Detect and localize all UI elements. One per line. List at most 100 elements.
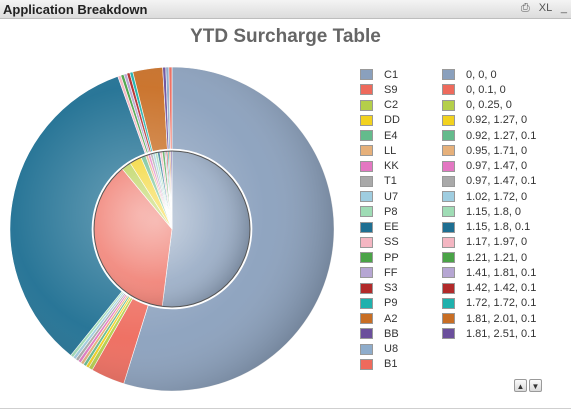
outer-legend-item[interactable]: DD <box>360 113 400 128</box>
inner-legend-item[interactable]: 1.42, 1.42, 0.1 <box>442 281 536 296</box>
legend-swatch <box>360 99 373 111</box>
legend-swatch <box>360 358 373 370</box>
legend-swatch <box>360 343 373 355</box>
inner-legend-item[interactable]: 0, 0.25, 0 <box>442 98 536 113</box>
legend-swatch <box>442 114 455 126</box>
legend-label: 0.92, 1.27, 0.1 <box>466 129 537 142</box>
inner-legend-item[interactable]: 1.21, 1.21, 0 <box>442 250 536 265</box>
legend-swatch <box>360 328 373 340</box>
legend-label: 0, 0, 0 <box>466 68 497 81</box>
legend-label: A2 <box>384 312 398 325</box>
outer-legend-item[interactable]: P8 <box>360 204 400 219</box>
outer-legend-item[interactable]: T1 <box>360 174 400 189</box>
legend-label: C2 <box>384 99 399 112</box>
inner-legend-item[interactable]: 1.81, 2.51, 0.1 <box>442 326 536 341</box>
inner-legend-item[interactable]: 0, 0, 0 <box>442 67 536 82</box>
legend-swatch <box>442 145 455 157</box>
outer-legend-item[interactable]: PP <box>360 250 400 265</box>
legend-swatch <box>442 282 455 294</box>
inner-legend-item[interactable]: 0.92, 1.27, 0 <box>442 113 536 128</box>
legend-label: P9 <box>384 297 398 310</box>
inner-legend-item[interactable]: 1.15, 1.8, 0 <box>442 204 536 219</box>
outer-legend-item[interactable]: P9 <box>360 296 400 311</box>
legend-label: 0.95, 1.71, 0 <box>466 144 528 157</box>
minimize-icon[interactable]: _ <box>560 2 567 14</box>
legend-label: 1.81, 2.01, 0.1 <box>466 312 537 325</box>
legend-label: 1.81, 2.51, 0.1 <box>466 327 537 340</box>
inner-legend-item[interactable]: 1.17, 1.97, 0 <box>442 235 536 250</box>
legend-scroll-controls: ▲ ▼ <box>514 379 542 392</box>
legend-label: C1 <box>384 68 399 81</box>
legend-swatch <box>442 313 455 325</box>
outer-legend-item[interactable]: SS <box>360 235 400 250</box>
inner-legend-item[interactable]: 1.02, 1.72, 0 <box>442 189 536 204</box>
outer-legend-item[interactable]: U7 <box>360 189 400 204</box>
inner-legend-item[interactable]: 0.92, 1.27, 0.1 <box>442 128 536 143</box>
legend-swatch <box>360 130 373 142</box>
bottom-divider <box>0 408 571 409</box>
outer-legend-item[interactable]: LL <box>360 143 400 158</box>
outer-legend-item[interactable]: S9 <box>360 82 400 97</box>
inner-legend-item[interactable]: 0, 0.1, 0 <box>442 82 536 97</box>
print-icon[interactable]: ⎙ <box>520 2 530 14</box>
outer-legend-item[interactable]: EE <box>360 220 400 235</box>
legend-label: DD <box>384 114 400 127</box>
legend-swatch <box>442 175 455 187</box>
inner-legend-item[interactable]: 1.81, 2.01, 0.1 <box>442 311 536 326</box>
outer-legend-item[interactable]: BB <box>360 326 400 341</box>
inner-legend-item[interactable]: 1.15, 1.8, 0.1 <box>442 220 536 235</box>
legend-label: 0.97, 1.47, 0 <box>466 160 528 173</box>
inner-legend: 0, 0, 0 0, 0.1, 0 0, 0.25, 0 0.92, 1.27, 0 0… <box>442 67 536 342</box>
legend-swatch <box>442 236 455 248</box>
scroll-down-button[interactable]: ▼ <box>529 379 542 392</box>
legend-swatch <box>442 328 455 340</box>
excel-export-icon[interactable]: XL <box>538 2 552 14</box>
legend-swatch <box>360 160 373 172</box>
inner-gloss <box>93 150 251 308</box>
legend-swatch <box>360 297 373 309</box>
legend-swatch <box>360 267 373 279</box>
legend-swatch <box>360 175 373 187</box>
outer-legend-item[interactable]: S3 <box>360 281 400 296</box>
outer-legend-item[interactable]: B1 <box>360 357 400 372</box>
legend-label: B1 <box>384 358 398 371</box>
legend-label: 0, 0.1, 0 <box>466 83 506 96</box>
scroll-up-button[interactable]: ▲ <box>514 379 527 392</box>
outer-legend: C1 S9 C2 DD E4 LL KK T1 U7 P8 EE SS PP FF S3 P9 A2 BB U8 B1 <box>360 67 400 372</box>
inner-legend-item[interactable]: 0.97, 1.47, 0.1 <box>442 174 536 189</box>
outer-legend-item[interactable]: FF <box>360 265 400 280</box>
legend-swatch <box>360 206 373 218</box>
outer-legend-item[interactable]: U8 <box>360 342 400 357</box>
legend-label: 1.17, 1.97, 0 <box>466 236 528 249</box>
outer-legend-item[interactable]: C2 <box>360 98 400 113</box>
window-title: Application Breakdown <box>3 2 148 17</box>
legend-swatch <box>442 160 455 172</box>
legend-label: 1.21, 1.21, 0 <box>466 251 528 264</box>
legend-swatch <box>360 191 373 203</box>
outer-legend-item[interactable]: KK <box>360 159 400 174</box>
legend-label: 0, 0.25, 0 <box>466 99 512 112</box>
legend-label: 1.41, 1.81, 0.1 <box>466 266 537 279</box>
legend-label: PP <box>384 251 399 264</box>
legend-swatch <box>442 206 455 218</box>
outer-legend-item[interactable]: C1 <box>360 67 400 82</box>
chart-title: YTD Surcharge Table <box>190 26 381 47</box>
legend-swatch <box>360 69 373 81</box>
window-titlebar: Application Breakdown ⎙ XL _ <box>0 0 571 19</box>
legend-label: SS <box>384 236 399 249</box>
outer-legend-item[interactable]: A2 <box>360 311 400 326</box>
inner-legend-item[interactable]: 0.95, 1.71, 0 <box>442 143 536 158</box>
legend-label: LL <box>384 144 397 157</box>
legend-label: 1.02, 1.72, 0 <box>466 190 528 203</box>
inner-legend-item[interactable]: 0.97, 1.47, 0 <box>442 159 536 174</box>
inner-legend-item[interactable]: 1.41, 1.81, 0.1 <box>442 265 536 280</box>
legend-label: 0.97, 1.47, 0.1 <box>466 175 537 188</box>
legend-swatch <box>442 130 455 142</box>
legend-label: U8 <box>384 343 399 356</box>
outer-legend-item[interactable]: E4 <box>360 128 400 143</box>
legend-swatch <box>442 84 455 96</box>
legend-swatch <box>442 252 455 264</box>
legend-swatch <box>360 252 373 264</box>
inner-legend-item[interactable]: 1.72, 1.72, 0.1 <box>442 296 536 311</box>
